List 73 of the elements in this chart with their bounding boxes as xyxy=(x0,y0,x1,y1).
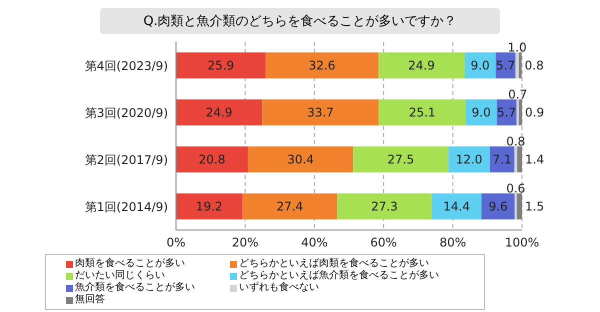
legend-label: 肉類を食べることが多い xyxy=(75,258,185,270)
y-tick-label: 第4回(2023/9) xyxy=(84,58,168,73)
data-label: 27.5 xyxy=(387,152,414,167)
bar xyxy=(448,146,490,172)
x-tick-label: 40% xyxy=(301,236,328,250)
bar xyxy=(432,193,482,220)
data-label: 30.4 xyxy=(287,152,314,167)
bar xyxy=(518,99,522,126)
bar xyxy=(516,193,522,220)
bar xyxy=(496,52,516,78)
y-tick-label: 第3回(2020/9) xyxy=(84,106,168,120)
data-label: 9.6 xyxy=(488,200,508,214)
data-label: 0.8 xyxy=(524,58,544,73)
data-label: 1.5 xyxy=(525,200,544,214)
data-label: 0.8 xyxy=(506,134,526,149)
bar xyxy=(490,146,514,172)
data-label: 25.1 xyxy=(408,106,436,120)
data-label: 12.0 xyxy=(456,152,482,167)
data-label: 24.9 xyxy=(206,106,232,120)
legend-label: 無回答 xyxy=(75,294,105,306)
bar xyxy=(176,193,242,220)
x-tick-label: 20% xyxy=(232,236,259,250)
bar xyxy=(516,99,519,126)
bar xyxy=(378,52,465,78)
bar xyxy=(482,193,515,220)
x-tick-label: 80% xyxy=(439,236,466,250)
data-label: 24.9 xyxy=(408,58,435,73)
legend-label: どちらかといえば魚介類を食べることが多い xyxy=(239,270,439,282)
legend-label: だいたい同じくらい xyxy=(75,270,165,282)
bar xyxy=(176,52,266,78)
data-label: 5.7 xyxy=(497,106,516,120)
data-label: 0.9 xyxy=(525,106,544,120)
bar xyxy=(176,146,248,172)
bar xyxy=(517,146,522,172)
bar xyxy=(266,52,378,78)
bar xyxy=(496,99,516,126)
chart-title: Q.肉類と魚介類のどちらを食べることが多いですか？ xyxy=(100,8,500,34)
bar xyxy=(518,52,522,78)
bar xyxy=(176,99,262,126)
data-label: 33.7 xyxy=(307,106,334,120)
legend-label: どちらかといえば肉類を食べることが多い xyxy=(239,258,429,270)
x-tick-label: 60% xyxy=(370,236,397,250)
bar xyxy=(262,99,379,126)
bar xyxy=(248,146,354,172)
bar xyxy=(242,193,338,220)
data-label: 19.2 xyxy=(196,200,223,214)
bar xyxy=(337,193,432,220)
data-label: 7.1 xyxy=(492,152,512,167)
bar xyxy=(353,146,448,172)
data-label: 0.6 xyxy=(506,182,526,196)
data-label: 9.0 xyxy=(472,106,491,120)
y-tick-label: 第2回(2017/9) xyxy=(84,152,168,167)
bar xyxy=(515,52,519,78)
bar xyxy=(464,52,496,78)
data-label: 0.7 xyxy=(508,88,528,102)
legend-label: 魚介類を食べることが多い xyxy=(75,282,195,294)
x-tick-label: 100% xyxy=(504,236,540,250)
bar xyxy=(378,99,466,126)
data-label: 32.6 xyxy=(308,58,336,73)
data-label: 27.4 xyxy=(276,200,304,214)
data-label: 1.4 xyxy=(525,152,544,167)
data-label: 5.7 xyxy=(496,58,516,73)
data-label: 1.0 xyxy=(508,40,527,55)
y-tick-label: 第1回(2014/9) xyxy=(84,200,168,214)
data-label: 14.4 xyxy=(443,200,470,214)
data-label: 27.3 xyxy=(371,200,398,214)
data-label: 9.0 xyxy=(470,58,490,73)
data-label: 20.8 xyxy=(198,152,226,167)
x-tick-label: 0% xyxy=(166,236,186,250)
data-label: 25.9 xyxy=(207,58,234,73)
bar xyxy=(514,146,518,172)
bar xyxy=(466,99,497,126)
legend-label: いずれも食べない xyxy=(239,282,319,294)
